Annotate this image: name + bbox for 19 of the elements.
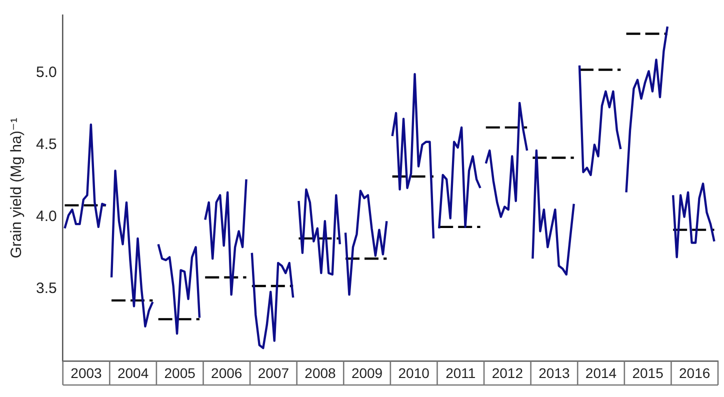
x-tick-label: 2006 [211,364,242,381]
x-tick-label: 2007 [258,364,290,381]
y-axis-title: Grain yield (Mg ha)⁻¹ [8,118,26,258]
x-tick-label: 2004 [117,364,149,381]
y-tick-label: 3.5 [36,280,57,298]
y-tick-label: 4.0 [36,208,57,225]
x-tick-label: 2013 [538,364,570,381]
x-tick-label: 2005 [164,364,196,381]
x-tick-label: 2012 [492,364,524,381]
x-tick-label: 2003 [70,364,102,381]
x-tick-label: 2011 [446,364,476,381]
y-tick-label: 5.0 [36,64,57,81]
y-tick-label: 4.5 [36,136,57,153]
x-tick-label: 2008 [304,364,336,381]
x-tick-label: 2015 [632,364,664,381]
x-tick-label: 2010 [398,364,430,381]
x-tick-label: 2016 [679,364,710,381]
x-tick-label: 2009 [351,364,383,381]
x-tick-label: 2014 [585,364,617,381]
